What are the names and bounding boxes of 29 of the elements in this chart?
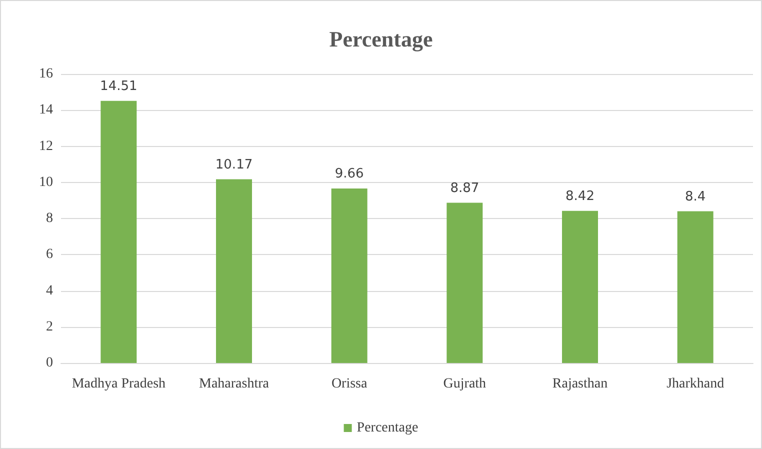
y-tick-label: 4 (46, 283, 53, 298)
bar (446, 202, 483, 363)
chart-title: Percentage (329, 26, 433, 52)
y-tick-label: 2 (46, 319, 53, 334)
legend-label: Percentage (356, 420, 418, 436)
x-tick-label: Gujrath (443, 376, 486, 392)
bar (331, 188, 368, 363)
y-tick-label: 10 (39, 174, 53, 190)
y-tick-label: 16 (39, 66, 53, 82)
y-tick-label: 0 (46, 356, 53, 370)
x-tick-label: Madhya Pradesh (72, 376, 166, 392)
data-label: 9.66 (334, 166, 364, 182)
y-tick-label: 6 (46, 247, 53, 262)
y-tick-label: 14 (39, 102, 53, 118)
data-label: 8.42 (566, 188, 594, 204)
data-label: 8.4 (684, 189, 706, 204)
x-tick-label: Orissa (331, 376, 368, 392)
bar (100, 100, 137, 363)
x-tick-label: Maharashtra (199, 376, 270, 392)
y-tick-label: 8 (46, 211, 53, 226)
y-tick-label: 12 (39, 138, 53, 154)
x-tick-label: Jharkhand (666, 376, 724, 392)
bar (562, 210, 598, 363)
bar (216, 179, 252, 363)
bar (677, 211, 714, 363)
data-label: 10.17 (215, 157, 253, 172)
data-label: 14.51 (100, 78, 138, 94)
x-tick-label: Rajasthan (552, 376, 608, 392)
data-label: 8.87 (450, 180, 480, 196)
